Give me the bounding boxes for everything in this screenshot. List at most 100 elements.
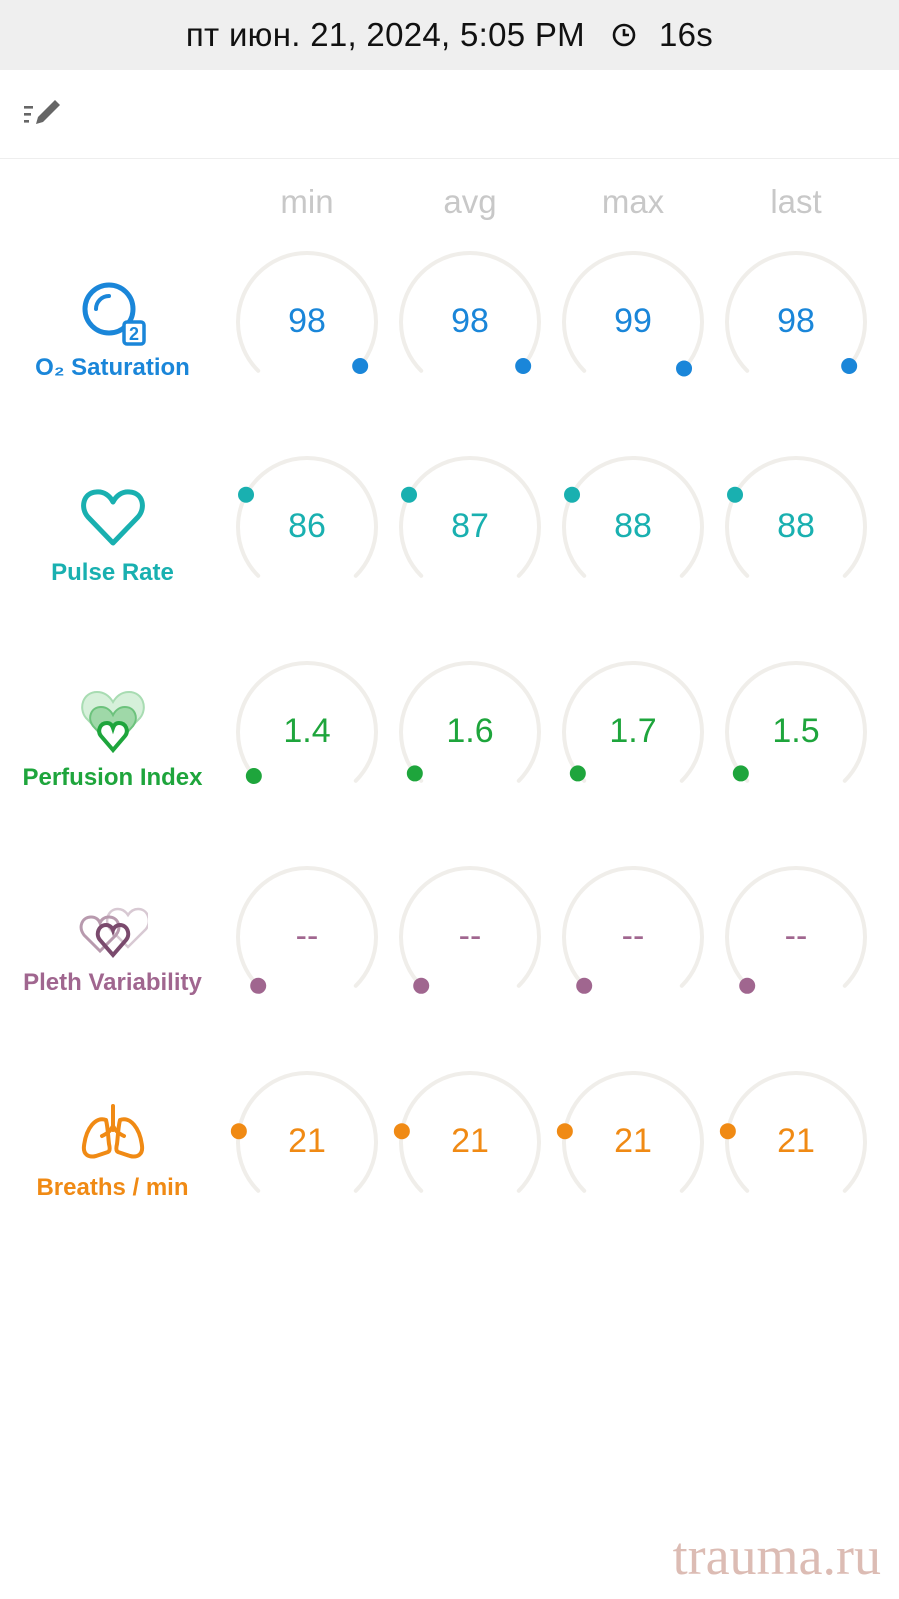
gauge-value: 98 (451, 302, 489, 340)
gauge-o2-min[interactable]: 98 (232, 250, 382, 400)
column-header-max: max (601, 183, 665, 220)
gauge-track (399, 661, 541, 783)
gauge-indicator-dot (352, 357, 369, 374)
metric-label: Perfusion Index (0, 660, 225, 810)
gauge-pulse-min[interactable]: 86 (232, 455, 382, 605)
edit-notes-button[interactable] (22, 98, 66, 132)
gauge-track (562, 866, 704, 988)
gauge-value: 21 (288, 1122, 326, 1160)
status-duration: 16s (658, 16, 714, 53)
gauge-value: 87 (451, 507, 489, 545)
gauge-pulse-last[interactable]: 88 (721, 455, 871, 605)
gauge-rr-min[interactable]: 21 (230, 1070, 382, 1220)
metric-name: Pulse Rate (51, 559, 174, 586)
gauge-indicator-dot (250, 977, 267, 994)
gauge-value: 21 (451, 1122, 489, 1160)
gauge-indicator-dot (732, 765, 749, 782)
gauge-track (562, 251, 704, 373)
gauge-value: -- (295, 917, 319, 955)
gauge-pvi-avg[interactable]: -- (395, 865, 545, 1015)
gauge-track (725, 456, 867, 578)
gauge-arc (399, 866, 541, 994)
gauge-indicator-dot (727, 486, 744, 503)
toolbar (0, 70, 899, 159)
gauge-pvi-last[interactable]: -- (721, 865, 871, 1015)
clock-icon (611, 22, 637, 48)
gauge-arc (562, 456, 704, 578)
pleth-variability-icon (78, 893, 148, 963)
metric-label: Pleth Variability (0, 865, 225, 1015)
gauge-value: 88 (614, 507, 652, 545)
metric-label: Pulse Rate (0, 455, 225, 605)
metric-name: Perfusion Index (22, 764, 203, 791)
gauge-value: 1.5 (772, 712, 820, 750)
gauge-track (725, 1071, 867, 1193)
gauge-pi-max[interactable]: 1.7 (558, 660, 708, 810)
gauge-arc (562, 251, 704, 377)
gauge-arc (562, 866, 704, 994)
gauge-track (236, 251, 378, 373)
heart-icon (78, 483, 148, 553)
gauge-pulse-avg[interactable]: 87 (395, 455, 545, 605)
metric-row-breaths-per-min: Breaths / min 21 21 21 21 (0, 1070, 899, 1220)
gauge-arc (556, 1071, 704, 1193)
metric-row-perfusion-index: Perfusion Index 1.4 1.6 1.7 1.5 (0, 660, 899, 810)
gauge-value: 1.6 (446, 712, 494, 750)
gauge-pi-last[interactable]: 1.5 (721, 660, 871, 810)
gauge-indicator-dot (393, 1123, 410, 1140)
gauge-indicator-dot (238, 486, 255, 503)
gauge-arc (725, 866, 867, 994)
metric-row-o2-saturation: 2 O₂ Saturation 98 98 99 98 (0, 250, 899, 400)
gauge-track (236, 866, 378, 988)
gauge-rr-last[interactable]: 21 (719, 1070, 871, 1220)
gauge-track (399, 1071, 541, 1193)
gauge-pi-avg[interactable]: 1.6 (395, 660, 545, 810)
gauge-indicator-dot (230, 1123, 247, 1140)
gauge-track (236, 661, 378, 783)
gauge-arc (399, 661, 541, 783)
gauge-pulse-max[interactable]: 88 (558, 455, 708, 605)
o2-saturation-icon: 2 (78, 278, 148, 348)
gauge-arc (725, 251, 867, 374)
gauge-o2-avg[interactable]: 98 (395, 250, 545, 400)
gauge-indicator-dot (841, 357, 858, 374)
gauge-track (725, 866, 867, 988)
gauge-pvi-max[interactable]: -- (558, 865, 708, 1015)
gauge-value: 98 (777, 302, 815, 340)
metric-row-pulse-rate: Pulse Rate 86 87 88 88 (0, 455, 899, 605)
gauge-indicator-dot (576, 977, 593, 994)
gauge-arc (725, 661, 867, 783)
gauge-indicator-dot (401, 486, 418, 503)
gauge-indicator-dot (719, 1123, 736, 1140)
status-datetime: пт июн. 21, 2024, 5:05 PM (185, 16, 585, 53)
gauge-track (236, 456, 378, 578)
gauge-arc (230, 1071, 378, 1193)
gauge-arc (236, 661, 378, 784)
gauge-track (562, 661, 704, 783)
metric-label: Breaths / min (0, 1070, 225, 1220)
gauge-rr-avg[interactable]: 21 (393, 1070, 545, 1220)
perfusion-index-icon (78, 688, 148, 758)
metric-label: 2 O₂ Saturation (0, 250, 225, 400)
gauge-arc (725, 456, 867, 578)
gauge-o2-max[interactable]: 99 (558, 250, 708, 400)
gauge-value: -- (458, 917, 482, 955)
gauge-indicator-dot (556, 1123, 573, 1140)
column-header-min: min (280, 183, 334, 220)
column-header-avg: avg (443, 183, 497, 220)
gauge-o2-last[interactable]: 98 (721, 250, 871, 400)
gauge-rr-max[interactable]: 21 (556, 1070, 708, 1220)
gauge-indicator-dot (564, 486, 581, 503)
gauge-arc (719, 1071, 867, 1193)
gauge-arc (236, 866, 378, 994)
gauge-pvi-min[interactable]: -- (232, 865, 382, 1015)
status-bar: пт июн. 21, 2024, 5:05 PM 16s (0, 0, 899, 70)
metric-row-pleth-variability: Pleth Variability -- -- -- -- (0, 865, 899, 1015)
gauge-indicator-dot (406, 765, 423, 782)
metric-name: Breaths / min (36, 1174, 189, 1201)
gauge-track (562, 456, 704, 578)
metric-name: O₂ Saturation (35, 354, 190, 381)
gauge-pi-min[interactable]: 1.4 (232, 660, 382, 810)
gauge-track (725, 251, 867, 373)
gauge-indicator-dot (569, 765, 586, 782)
